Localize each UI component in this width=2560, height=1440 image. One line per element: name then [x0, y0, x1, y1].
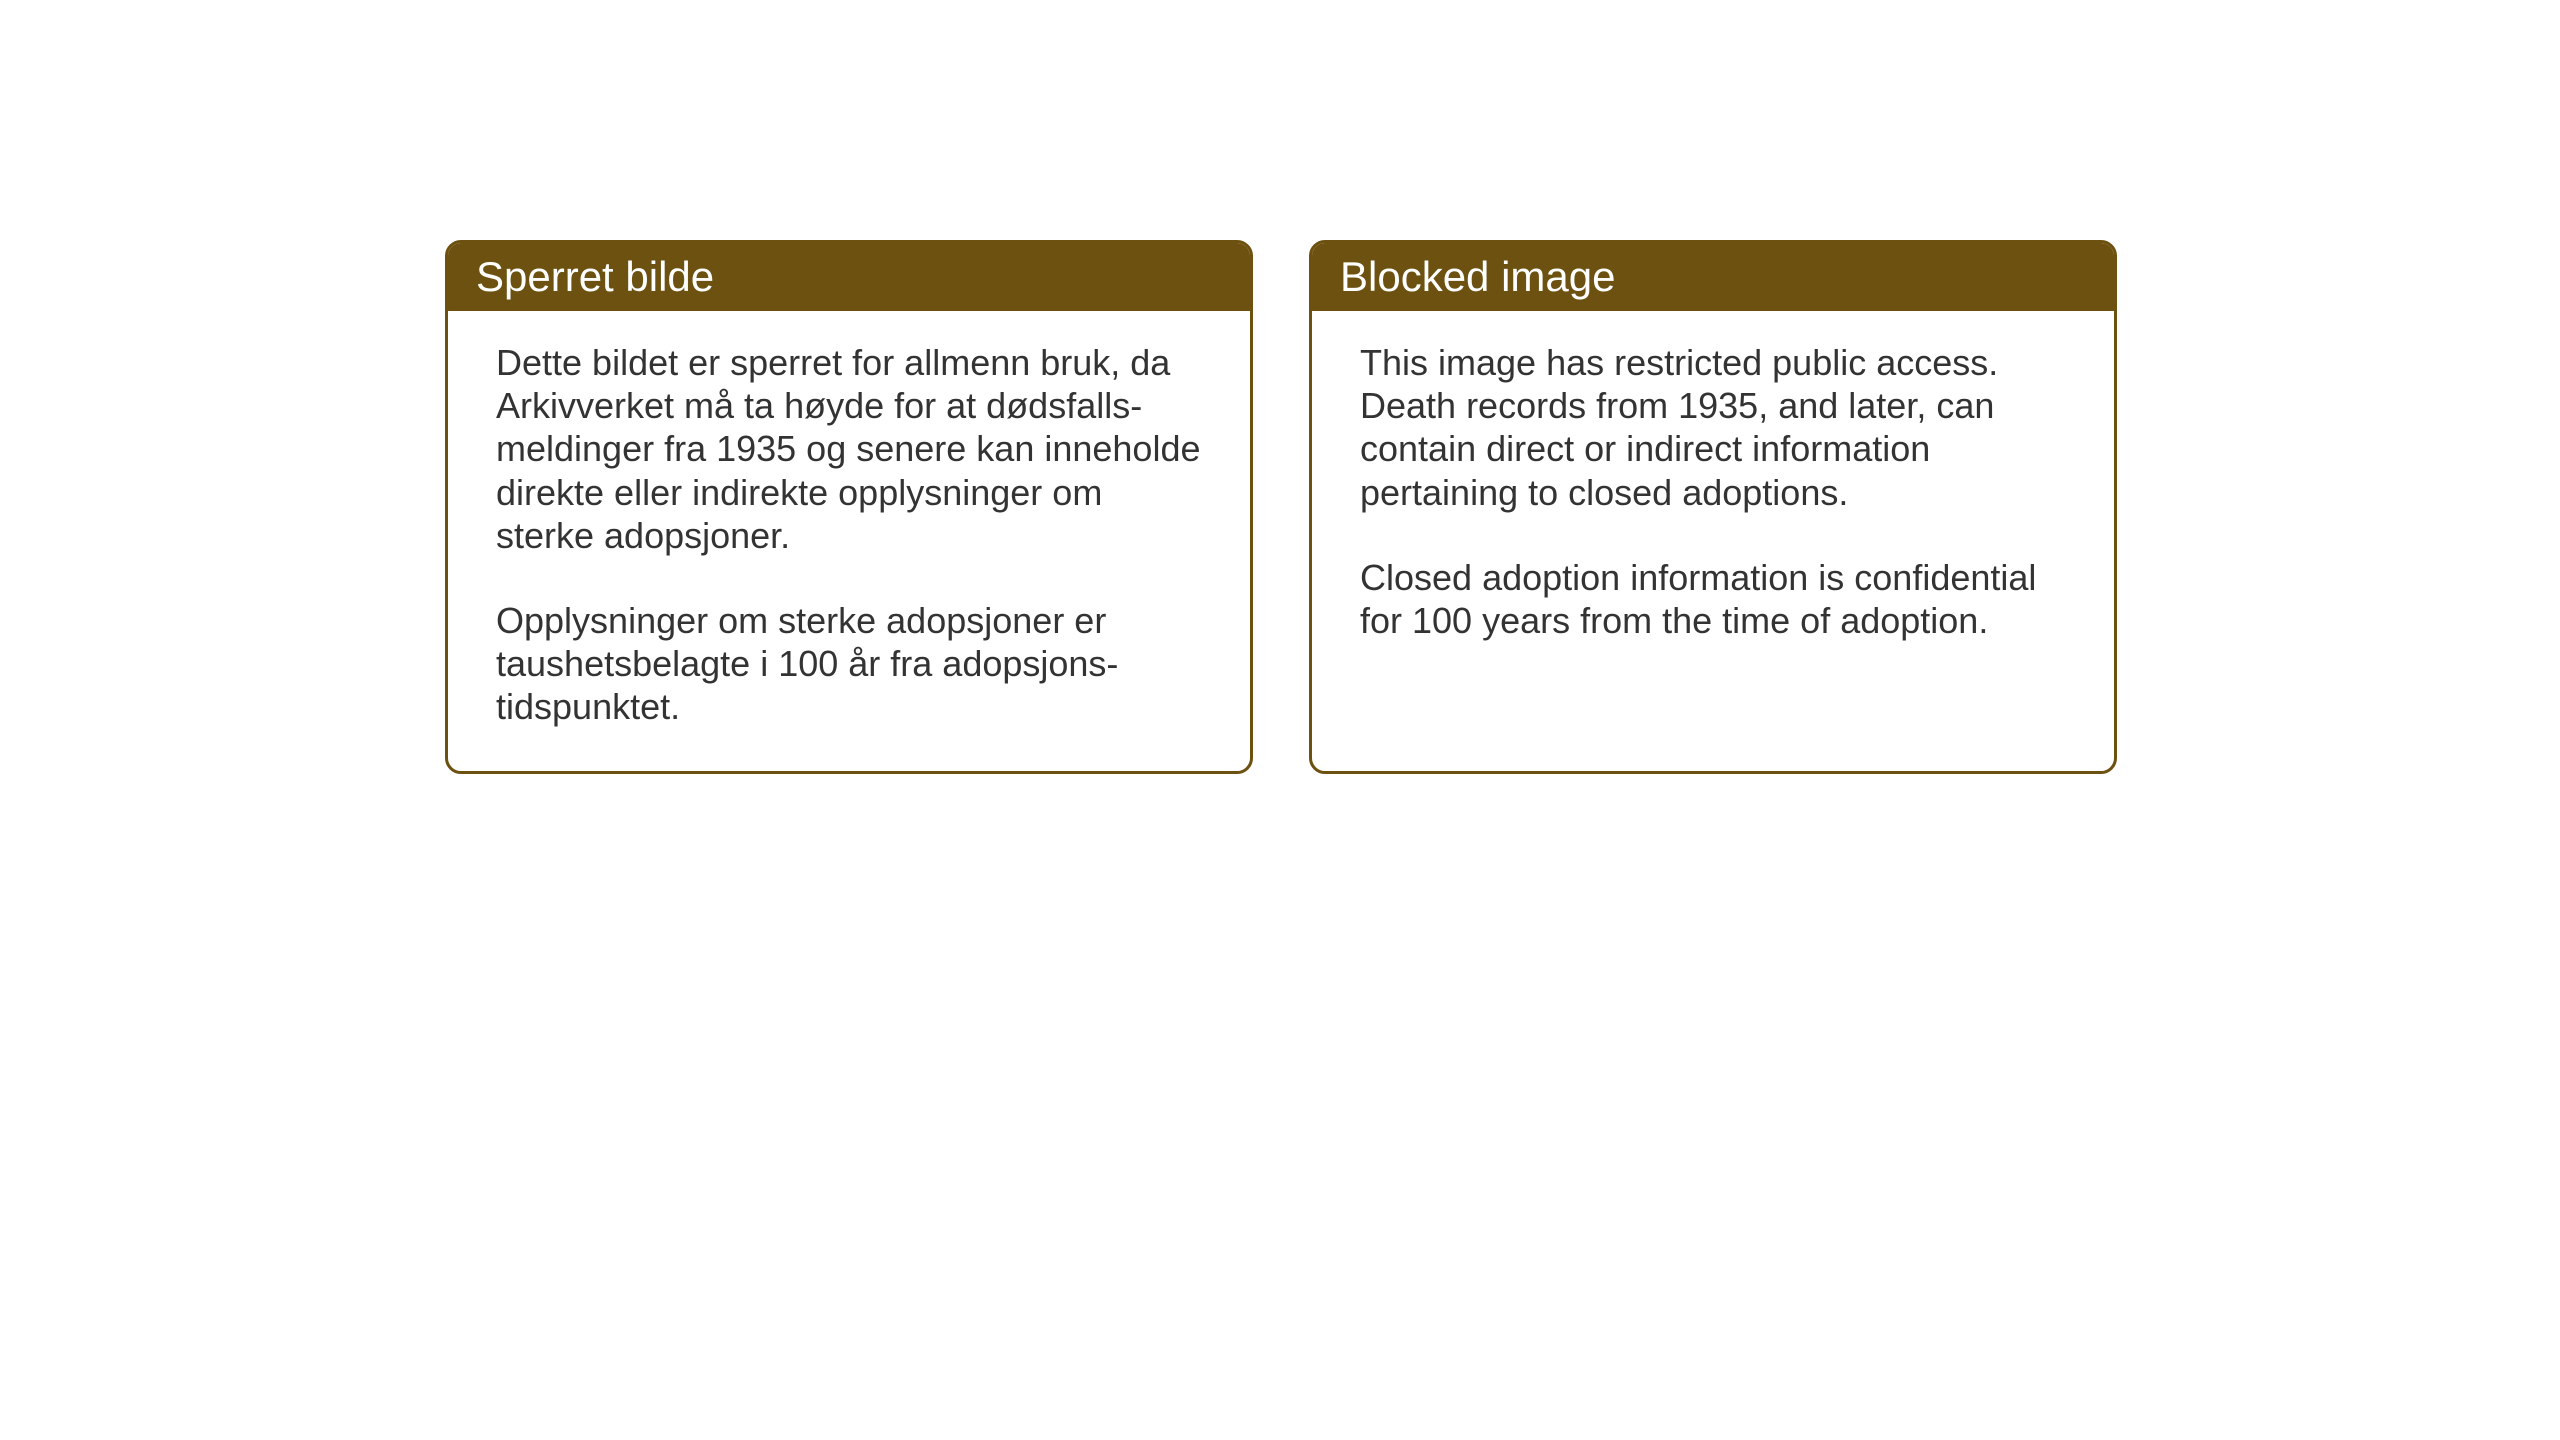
notice-paragraph-1-english: This image has restricted public access.…: [1360, 341, 2066, 514]
notice-box-norwegian: Sperret bilde Dette bildet er sperret fo…: [445, 240, 1253, 774]
notice-header-english: Blocked image: [1312, 243, 2114, 311]
notice-body-norwegian: Dette bildet er sperret for allmenn bruk…: [448, 311, 1250, 771]
notice-paragraph-1-norwegian: Dette bildet er sperret for allmenn bruk…: [496, 341, 1202, 557]
notices-container: Sperret bilde Dette bildet er sperret fo…: [445, 240, 2117, 774]
notice-paragraph-2-norwegian: Opplysninger om sterke adopsjoner er tau…: [496, 599, 1202, 729]
notice-header-norwegian: Sperret bilde: [448, 243, 1250, 311]
notice-title-norwegian: Sperret bilde: [476, 253, 714, 300]
notice-title-english: Blocked image: [1340, 253, 1615, 300]
notice-paragraph-2-english: Closed adoption information is confident…: [1360, 556, 2066, 642]
notice-box-english: Blocked image This image has restricted …: [1309, 240, 2117, 774]
notice-body-english: This image has restricted public access.…: [1312, 311, 2114, 684]
